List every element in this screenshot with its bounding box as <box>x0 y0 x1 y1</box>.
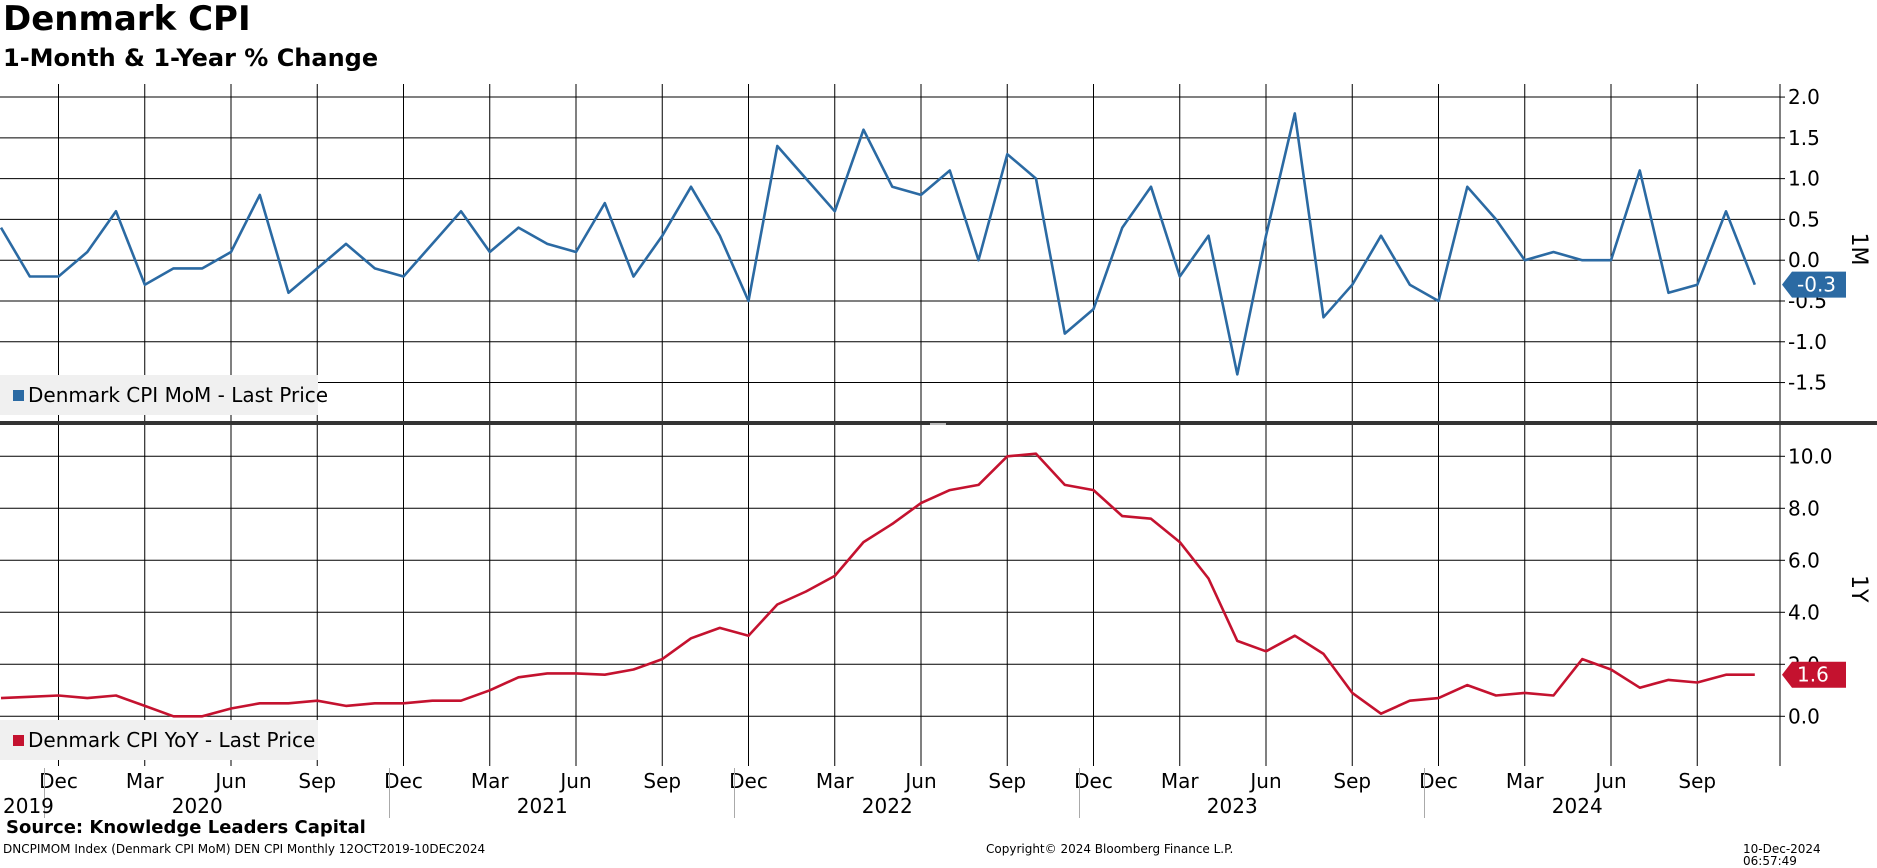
y-tick-label: 6.0 <box>1788 548 1820 572</box>
x-tick-label: Jun <box>213 769 246 793</box>
x-tick-label: Dec <box>39 769 78 793</box>
x-year-label: 2021 <box>517 794 568 818</box>
x-tick-label: Dec <box>729 769 768 793</box>
x-tick-label: Jun <box>558 769 591 793</box>
x-year-label: 2022 <box>862 794 913 818</box>
panel-axis-label: 1M <box>1846 233 1871 266</box>
last-value-label: 1.6 <box>1797 663 1829 687</box>
x-tick-label: Mar <box>1161 769 1200 793</box>
y-tick-label: 0.0 <box>1788 704 1820 728</box>
x-tick-label: Dec <box>384 769 423 793</box>
source-note: Source: Knowledge Leaders Capital <box>6 817 366 838</box>
x-tick-label: Jun <box>903 769 936 793</box>
last-value-tag <box>1782 661 1846 688</box>
y-tick-label: 10.0 <box>1788 444 1833 468</box>
y-tick-label: 8.0 <box>1788 496 1820 520</box>
legend-label: Denmark CPI MoM - Last Price <box>28 383 328 407</box>
x-year-label: 2020 <box>172 794 223 818</box>
x-year-label: 2024 <box>1552 794 1603 818</box>
panel-axis-label: 1Y <box>1846 575 1871 603</box>
timestamp: 10-Dec-2024 06:57:49 <box>1743 842 1821 868</box>
y-tick-label: 1.0 <box>1788 167 1820 191</box>
legend-label: Denmark CPI YoY - Last Price <box>28 728 315 752</box>
x-tick-label: Mar <box>816 769 855 793</box>
last-value-label: -0.3 <box>1797 273 1836 297</box>
y-tick-label: 2.0 <box>1788 85 1820 109</box>
x-tick-label: Dec <box>1074 769 1113 793</box>
y-tick-label: -1.0 <box>1788 330 1827 354</box>
x-tick-label: Sep <box>988 769 1026 793</box>
last-value-tag <box>1782 271 1846 298</box>
x-tick-label: Sep <box>1333 769 1371 793</box>
y-tick-label: -1.5 <box>1788 371 1827 395</box>
x-tick-label: Sep <box>643 769 681 793</box>
ticker-info: DNCPIMOM Index (Denmark CPI MoM) DEN CPI… <box>3 842 486 856</box>
x-tick-label: Sep <box>1678 769 1716 793</box>
x-tick-label: Mar <box>1506 769 1545 793</box>
y-tick-label: 0.5 <box>1788 207 1820 231</box>
y-tick-label: 4.0 <box>1788 600 1820 624</box>
copyright-note: Copyright© 2024 Bloomberg Finance L.P. <box>986 842 1234 856</box>
chart-title: Denmark CPI <box>3 0 251 39</box>
legend-swatch <box>13 735 24 746</box>
y-tick-label: 0.0 <box>1788 248 1820 272</box>
y-tick-label: 1.5 <box>1788 126 1820 150</box>
x-year-label: 2019 <box>3 794 54 818</box>
x-tick-label: Sep <box>298 769 336 793</box>
mom-series-line <box>0 112 1757 376</box>
x-tick-label: Jun <box>1248 769 1281 793</box>
yoy-series-line <box>0 452 1755 718</box>
legend-box <box>0 720 318 760</box>
x-tick-label: Jun <box>1593 769 1626 793</box>
x-tick-label: Mar <box>126 769 165 793</box>
x-year-label: 2023 <box>1207 794 1258 818</box>
x-tick-label: Dec <box>1419 769 1458 793</box>
chart-subtitle: 1-Month & 1-Year % Change <box>3 44 379 72</box>
legend-swatch <box>13 390 24 401</box>
legend-box <box>0 375 318 415</box>
x-tick-label: Mar <box>471 769 510 793</box>
